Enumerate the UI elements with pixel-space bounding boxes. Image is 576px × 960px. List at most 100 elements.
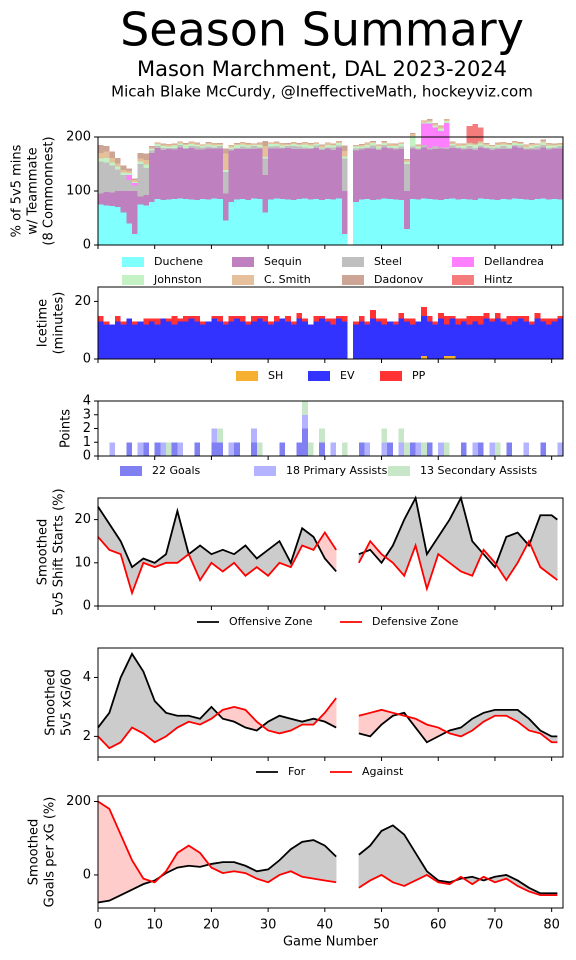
bar	[188, 146, 195, 148]
bar	[398, 146, 405, 149]
y-axis-label: 5v5 Shift Starts (%)	[52, 488, 67, 615]
bar	[364, 145, 371, 148]
bar	[506, 442, 512, 456]
bar	[387, 146, 393, 148]
bar	[239, 148, 246, 200]
bar	[302, 401, 308, 415]
bar	[268, 144, 274, 147]
bar	[205, 321, 212, 359]
bar	[523, 144, 529, 146]
bar	[500, 141, 507, 143]
y-axis-label: Smoothed	[44, 669, 59, 735]
bar	[409, 146, 416, 149]
bar	[290, 144, 297, 147]
bar	[421, 198, 427, 245]
bar	[545, 147, 552, 150]
bar	[126, 191, 133, 224]
bar	[449, 198, 456, 245]
bar	[290, 141, 297, 143]
legend-swatch	[380, 371, 402, 381]
legend-swatch	[122, 257, 144, 267]
bar	[506, 148, 512, 200]
y-tick-label: 0	[83, 449, 91, 464]
bar	[330, 145, 337, 148]
bar	[273, 146, 280, 149]
bar	[426, 120, 433, 122]
bar	[455, 143, 461, 145]
bar	[256, 143, 263, 146]
bar	[426, 147, 433, 150]
bar	[404, 318, 410, 322]
bar	[109, 151, 116, 159]
bar	[120, 212, 127, 245]
bar	[183, 145, 189, 148]
bar	[460, 199, 467, 245]
bar	[251, 148, 257, 199]
bar	[506, 315, 512, 325]
bar	[455, 144, 461, 147]
bar	[460, 143, 467, 145]
bar	[302, 142, 308, 145]
fill-between	[313, 839, 326, 881]
bar	[222, 324, 229, 359]
bar	[472, 145, 478, 148]
bar	[319, 147, 325, 149]
bar	[290, 321, 297, 325]
bar	[523, 147, 529, 149]
y-tick-label: 20	[74, 294, 91, 309]
bar	[449, 315, 456, 319]
bar	[211, 143, 218, 146]
bar	[330, 144, 337, 146]
bar	[415, 144, 422, 146]
bar	[126, 168, 133, 172]
bar	[222, 220, 229, 245]
bar	[421, 442, 427, 456]
bar	[426, 321, 433, 359]
bar	[540, 321, 546, 359]
bar	[109, 162, 116, 166]
bar	[154, 144, 161, 147]
bar	[194, 149, 201, 201]
bar	[517, 315, 524, 319]
bar	[319, 442, 325, 456]
bar	[545, 142, 552, 144]
bar	[432, 199, 439, 245]
bar	[500, 144, 507, 147]
fill-between	[120, 834, 133, 896]
bar	[160, 442, 167, 456]
bar	[511, 146, 518, 199]
bar	[234, 318, 240, 359]
fill-between	[143, 671, 155, 743]
bar	[126, 442, 133, 456]
bar	[375, 199, 382, 245]
bar	[528, 142, 535, 145]
bar	[290, 146, 297, 149]
bar	[392, 324, 399, 359]
bar	[381, 141, 388, 143]
bar	[177, 141, 184, 144]
bar	[432, 122, 439, 124]
bar	[455, 199, 461, 245]
bar	[523, 148, 529, 150]
bar	[324, 318, 331, 322]
bar	[98, 145, 104, 154]
bar	[404, 228, 410, 245]
y-axis-label: Smoothed	[36, 519, 51, 585]
bar	[489, 146, 495, 148]
bar	[358, 147, 365, 150]
bar	[438, 126, 444, 129]
bar	[330, 199, 337, 245]
legend-swatch	[342, 257, 364, 267]
bar	[398, 200, 405, 245]
bar	[353, 150, 359, 202]
legend-swatch	[254, 466, 276, 476]
bar	[251, 144, 257, 146]
bar	[370, 200, 376, 245]
y-tick-label: 100	[66, 184, 91, 199]
bar	[534, 199, 541, 245]
bar	[500, 321, 507, 359]
fill-between	[369, 709, 382, 737]
bar	[302, 144, 308, 148]
bar	[330, 324, 337, 359]
bar	[137, 164, 144, 197]
